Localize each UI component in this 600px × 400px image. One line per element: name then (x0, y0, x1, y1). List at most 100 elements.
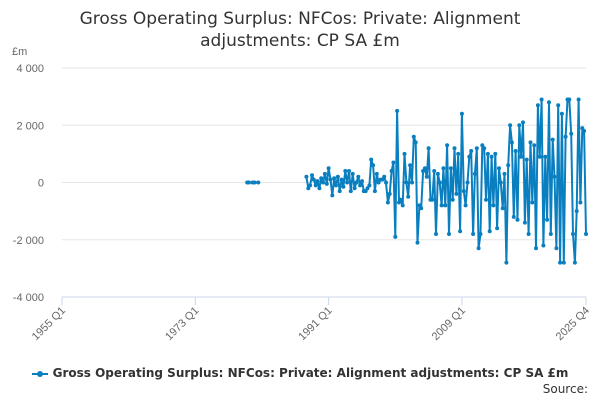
data-point[interactable] (417, 203, 422, 208)
data-point[interactable] (554, 246, 559, 251)
data-point[interactable] (537, 154, 542, 159)
data-point[interactable] (580, 126, 585, 131)
data-point[interactable] (437, 180, 442, 185)
data-point[interactable] (328, 177, 333, 182)
data-point[interactable] (472, 171, 477, 176)
data-point[interactable] (345, 180, 350, 185)
data-point[interactable] (478, 232, 483, 236)
data-point[interactable] (322, 171, 327, 176)
data-point[interactable] (445, 143, 450, 148)
data-point[interactable] (541, 243, 546, 248)
data-point[interactable] (558, 260, 563, 265)
data-point[interactable] (426, 146, 431, 151)
data-point[interactable] (363, 189, 368, 194)
data-point[interactable] (524, 157, 529, 162)
data-point[interactable] (522, 220, 527, 225)
data-point[interactable] (548, 232, 553, 236)
data-point[interactable] (556, 103, 561, 108)
data-point[interactable] (534, 246, 538, 251)
data-point[interactable] (476, 246, 481, 251)
data-point[interactable] (367, 183, 372, 188)
data-point[interactable] (410, 180, 414, 185)
data-point[interactable] (387, 191, 392, 196)
data-point[interactable] (526, 232, 531, 236)
legend[interactable]: Gross Operating Surplus: NFCos: Private:… (0, 366, 600, 380)
data-point[interactable] (509, 140, 514, 145)
data-point[interactable] (430, 197, 435, 202)
data-point[interactable] (247, 180, 251, 185)
data-point[interactable] (485, 151, 490, 156)
data-point[interactable] (574, 209, 579, 214)
data-point[interactable] (402, 151, 407, 156)
data-point[interactable] (419, 206, 424, 211)
data-point[interactable] (550, 137, 555, 142)
data-point[interactable] (384, 180, 388, 185)
data-point[interactable] (400, 203, 405, 208)
data-point[interactable] (452, 146, 457, 151)
data-point[interactable] (313, 183, 318, 188)
data-point[interactable] (330, 193, 335, 198)
data-point[interactable] (311, 177, 316, 182)
data-point[interactable] (317, 186, 322, 191)
data-point[interactable] (547, 100, 551, 105)
data-point[interactable] (334, 183, 338, 188)
data-point[interactable] (439, 203, 444, 208)
data-point[interactable] (434, 232, 438, 236)
data-point[interactable] (393, 234, 398, 239)
data-point[interactable] (256, 180, 261, 185)
data-point[interactable] (369, 157, 374, 162)
data-point[interactable] (358, 183, 363, 188)
data-point[interactable] (319, 176, 324, 181)
data-point[interactable] (380, 177, 385, 182)
data-point[interactable] (406, 194, 411, 199)
data-point[interactable] (471, 232, 476, 236)
data-point[interactable] (360, 179, 364, 184)
data-point[interactable] (484, 197, 488, 202)
data-point[interactable] (371, 163, 376, 168)
data-point[interactable] (441, 166, 446, 171)
data-point[interactable] (535, 103, 540, 108)
data-point[interactable] (385, 200, 390, 205)
data-point[interactable] (491, 203, 496, 208)
data-point[interactable] (408, 163, 413, 168)
data-point[interactable] (335, 174, 340, 179)
data-point[interactable] (487, 229, 492, 234)
data-point[interactable] (532, 143, 537, 148)
data-point[interactable] (576, 97, 581, 102)
data-point[interactable] (563, 134, 568, 139)
data-point[interactable] (504, 260, 509, 265)
data-point[interactable] (543, 154, 548, 159)
data-point[interactable] (489, 154, 494, 159)
data-point[interactable] (582, 129, 587, 133)
data-point[interactable] (517, 123, 522, 128)
data-point[interactable] (506, 163, 511, 168)
data-point[interactable] (482, 146, 487, 151)
data-point[interactable] (497, 166, 501, 171)
data-point[interactable] (343, 169, 348, 173)
data-point[interactable] (513, 149, 518, 153)
data-point[interactable] (480, 143, 485, 148)
data-point[interactable] (352, 186, 357, 191)
data-point[interactable] (341, 184, 346, 189)
data-point[interactable] (493, 151, 498, 156)
data-point[interactable] (304, 174, 309, 179)
data-point[interactable] (376, 180, 381, 185)
data-point[interactable] (508, 123, 513, 128)
data-point[interactable] (469, 149, 474, 153)
data-point[interactable] (515, 217, 520, 222)
data-point[interactable] (348, 189, 353, 194)
data-point[interactable] (502, 171, 507, 176)
data-point[interactable] (354, 180, 359, 185)
data-point[interactable] (324, 181, 329, 186)
data-point[interactable] (435, 171, 440, 176)
data-point[interactable] (530, 200, 535, 205)
data-point[interactable] (559, 111, 564, 116)
data-point[interactable] (372, 189, 377, 194)
data-point[interactable] (389, 169, 394, 173)
data-point[interactable] (365, 186, 370, 191)
data-point[interactable] (422, 166, 427, 171)
data-point[interactable] (567, 97, 572, 102)
data-point[interactable] (432, 169, 437, 173)
data-point[interactable] (413, 140, 418, 145)
data-point[interactable] (511, 214, 516, 219)
